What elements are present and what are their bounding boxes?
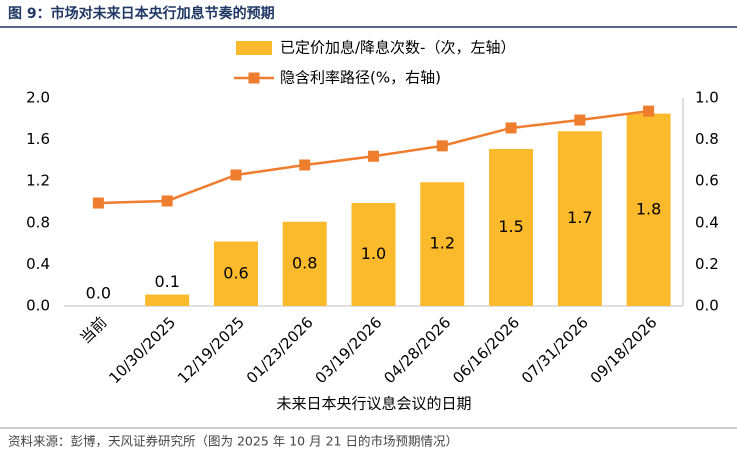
y2ticks-label: 0.4: [695, 213, 719, 231]
legend-label: 隐含利率路径(%，右轴): [280, 69, 441, 87]
line-marker: [436, 140, 448, 152]
value-label: 1.7: [567, 208, 592, 227]
y2ticks-label: 0.8: [695, 130, 719, 148]
bar: [282, 221, 327, 306]
line-marker: [505, 122, 517, 134]
x-tick-label: 07/31/2026: [518, 313, 592, 387]
value-label: 0.6: [223, 263, 248, 282]
bar: [145, 294, 190, 306]
value-label: 0.0: [86, 284, 111, 303]
bar: [557, 131, 602, 306]
x-tick-label: 09/18/2026: [587, 313, 661, 387]
value-label: 1.2: [430, 234, 455, 253]
chart-title: 图 9：市场对未来日本央行加息节奏的预期: [8, 5, 275, 22]
value-label: 1.8: [636, 199, 661, 218]
yticks-label: 1.6: [26, 130, 50, 148]
value-label: 1.5: [498, 217, 523, 236]
x-axis-title: 未来日本央行议息会议的日期: [276, 395, 471, 413]
x-tick-label: 04/28/2026: [380, 313, 454, 387]
line-marker: [368, 150, 379, 162]
bar: [626, 113, 671, 306]
value-label: 0.8: [292, 253, 317, 272]
bar: [489, 148, 534, 306]
value-label: 1.0: [361, 244, 386, 263]
line-marker: [574, 114, 586, 126]
y2ticks-label: 0.0: [695, 297, 719, 315]
source: 资料来源：彭博，天风证券研究所（图为 2025 年 10 月 21 日的市场预期…: [8, 434, 458, 449]
y2ticks-label: 0.6: [695, 172, 719, 190]
legend-swatch: [248, 72, 260, 84]
x-tick-label: 03/19/2026: [312, 313, 386, 387]
yticks-label: 0.4: [26, 255, 50, 273]
x-tick-label: 12/19/2025: [174, 313, 248, 387]
bar: [420, 182, 465, 306]
value-label: 0.1: [154, 272, 179, 291]
line-marker: [230, 169, 242, 181]
y2ticks-label: 0.2: [695, 255, 719, 273]
line-marker: [299, 159, 311, 171]
x-tick-label: 10/30/2025: [105, 313, 179, 387]
yticks-label: 2.0: [26, 89, 50, 107]
yticks-label: 1.2: [26, 172, 50, 190]
x-tick-label: 当前: [76, 313, 110, 347]
x-tick-label: 01/23/2026: [243, 313, 317, 387]
legend-label: 已定价加息/降息次数-（次，左轴）: [280, 39, 515, 57]
bar: [213, 241, 258, 306]
line-marker: [643, 105, 655, 117]
line-marker: [161, 195, 173, 207]
yticks-label: 0.0: [26, 297, 50, 315]
yticks-label: 0.8: [26, 213, 50, 231]
line-marker: [92, 197, 104, 209]
x-tick-label: 06/16/2026: [449, 313, 523, 387]
legend-swatch: [236, 41, 272, 55]
y2ticks-label: 1.0: [695, 89, 719, 107]
bar: [351, 203, 396, 306]
